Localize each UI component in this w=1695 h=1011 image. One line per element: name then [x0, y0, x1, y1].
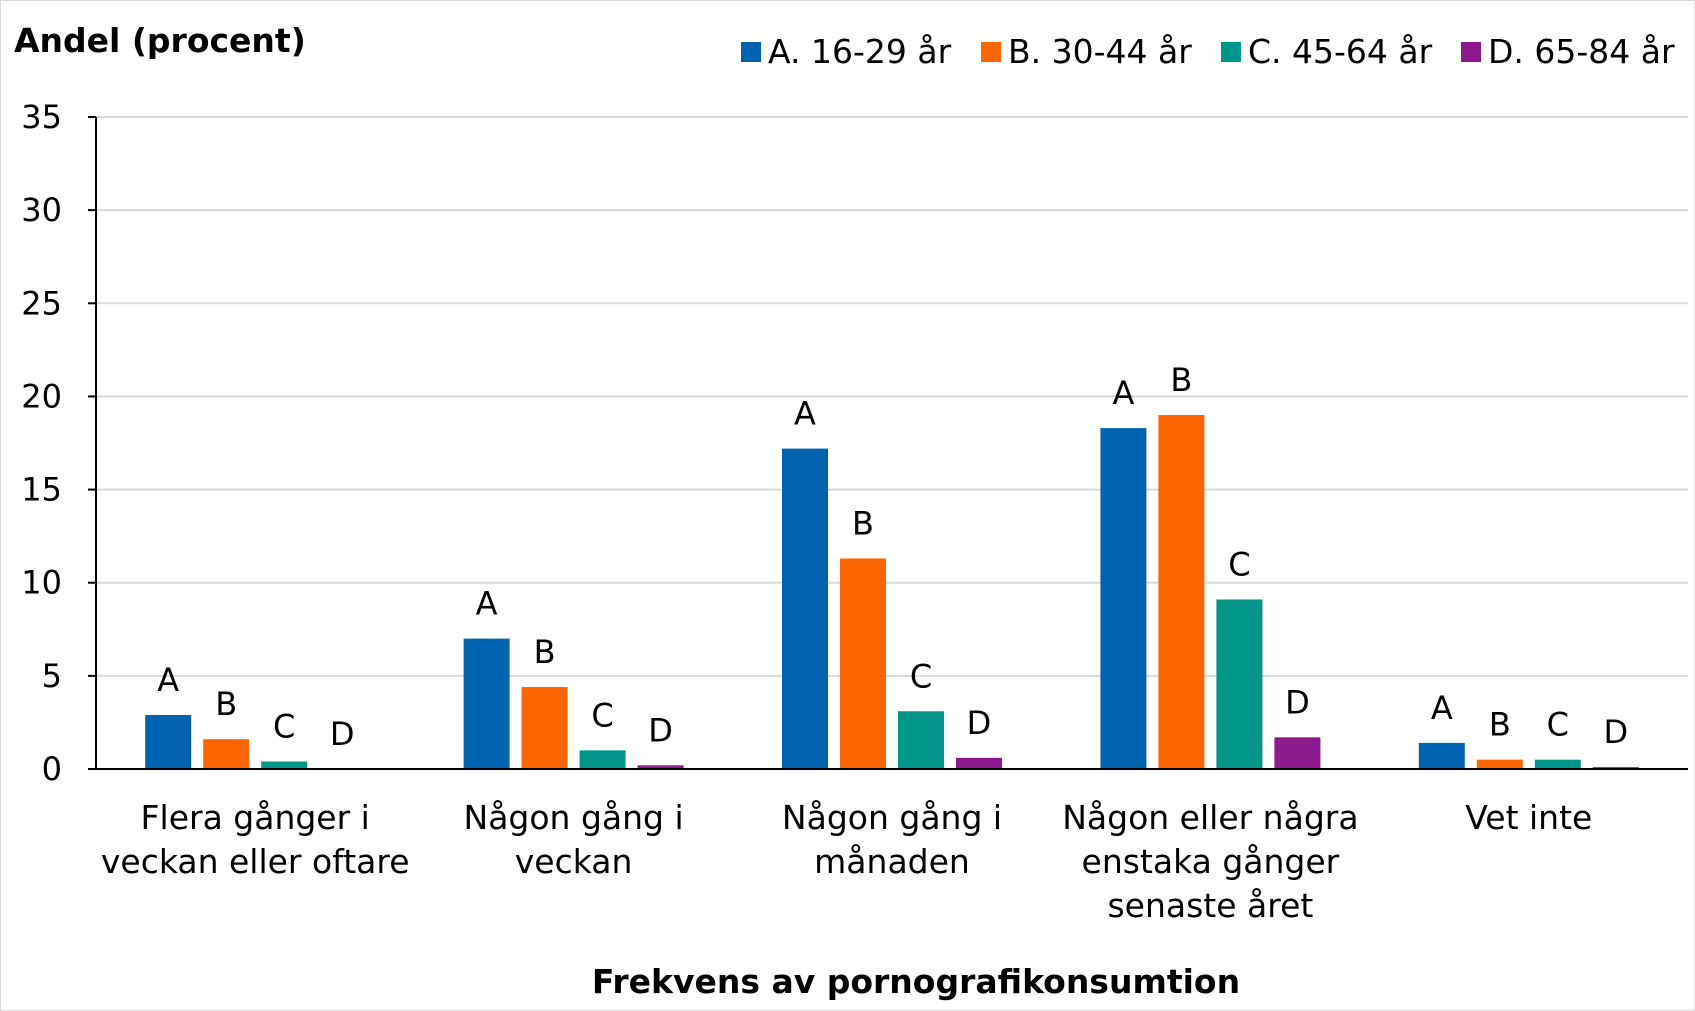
legend: A. 16-29 år B. 30-44 år C. 45-64 år D. 65-8…	[741, 32, 1675, 71]
data-label: D	[1285, 683, 1310, 721]
data-label: C	[910, 657, 932, 695]
bar	[1100, 428, 1147, 769]
legend-swatch	[741, 42, 761, 62]
category-label: Någon eller några	[1062, 798, 1358, 837]
category-label: veckan	[515, 842, 633, 881]
bar	[1274, 737, 1321, 769]
data-label: C	[1228, 545, 1250, 583]
bars	[145, 415, 1639, 769]
category-label: veckan eller oftare	[101, 842, 410, 881]
data-label: B	[215, 685, 237, 723]
bar	[261, 761, 308, 769]
bar	[956, 757, 1002, 769]
bar	[463, 638, 510, 769]
bar	[203, 739, 250, 769]
category-label: Flera gånger i	[141, 798, 370, 837]
bar	[145, 714, 192, 769]
legend-label: D. 65-84 år	[1488, 32, 1675, 71]
y-tick-label: 10	[21, 564, 62, 602]
category-label: Någon gång i	[782, 798, 1002, 837]
legend-label: C. 45-64 år	[1248, 32, 1433, 71]
data-label: D	[967, 704, 992, 742]
data-label: C	[591, 696, 613, 734]
y-tick-label: 0	[42, 750, 62, 788]
y-tick-label: 20	[21, 377, 62, 415]
data-label: B	[852, 504, 874, 542]
data-label: A	[476, 585, 498, 623]
legend-swatch	[1461, 42, 1481, 62]
data-label: A	[1431, 689, 1453, 727]
bar	[1418, 742, 1465, 769]
x-axis-label: Frekvens av pornografikonsumtion	[592, 962, 1240, 1001]
y-tick-label: 35	[21, 98, 62, 136]
data-label: C	[273, 708, 295, 746]
y-tick-label: 5	[42, 657, 62, 695]
category-label: månaden	[814, 842, 970, 881]
bar	[1216, 599, 1263, 769]
category-label: senaste året	[1107, 886, 1313, 925]
data-label: D	[648, 711, 673, 749]
data-label: B	[534, 633, 556, 671]
category-labels: Flera gånger i veckan eller oftare Någon g…	[101, 798, 1592, 925]
y-tick-labels: 0 5 10 15 20 25 30 35	[21, 98, 62, 788]
category-label: Någon gång i	[464, 798, 684, 837]
legend-label: A. 16-29 år	[768, 32, 952, 71]
category-label: enstaka gånger	[1082, 842, 1340, 881]
data-label: D	[330, 715, 355, 753]
data-label: C	[1547, 706, 1569, 744]
legend-swatch	[981, 42, 1001, 62]
bar	[1158, 415, 1205, 769]
data-label: A	[1112, 374, 1134, 412]
data-label: B	[1170, 361, 1192, 399]
y-tick-label: 15	[21, 471, 62, 509]
legend-swatch	[1221, 42, 1241, 62]
bar	[840, 558, 886, 769]
bar	[521, 687, 568, 769]
y-tick-label: 30	[21, 191, 62, 229]
y-tick-label: 25	[21, 284, 62, 322]
bar	[579, 750, 626, 769]
bar	[898, 711, 944, 769]
bar	[782, 448, 828, 769]
y-axis-label: Andel (procent)	[14, 21, 306, 60]
axes	[88, 116, 1688, 770]
gridlines	[96, 116, 1688, 677]
category-label: Vet inte	[1465, 798, 1592, 837]
bar	[1476, 759, 1523, 769]
legend-label: B. 30-44 år	[1008, 32, 1192, 71]
data-label: A	[157, 661, 179, 699]
data-label: D	[1603, 713, 1628, 751]
bar	[637, 765, 684, 769]
data-label: A	[794, 395, 816, 433]
bar	[1534, 759, 1581, 769]
data-label: B	[1489, 706, 1511, 744]
